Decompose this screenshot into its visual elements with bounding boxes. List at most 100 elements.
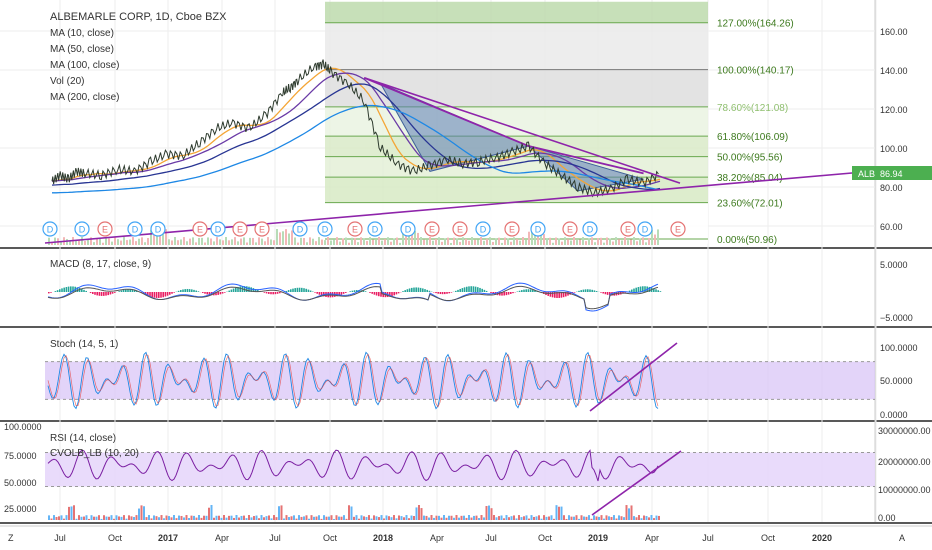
cvolb-bar (428, 517, 430, 520)
cvolb-bar (340, 516, 343, 520)
symbol-tag: ALB (858, 169, 875, 179)
cvolb-bar (273, 515, 275, 520)
volume-bar (594, 242, 596, 245)
volume-bar (639, 238, 641, 245)
cvolb-tick: 20000000.00 (878, 457, 931, 467)
dividend-marker: D (127, 221, 143, 237)
macd-histogram-bar (402, 291, 404, 292)
macd-histogram-bar (48, 292, 50, 294)
macd-histogram-bar (463, 287, 466, 292)
cvolb-bar (548, 516, 550, 520)
cvolb-bar (223, 515, 225, 520)
volume-bar (90, 237, 92, 245)
stoch-panel: 100.0000 50.0000 0.0000 (45, 342, 918, 420)
macd-histogram-bar (318, 292, 321, 295)
macd-tick: −5.0000 (880, 313, 913, 323)
volume-bar (207, 237, 209, 245)
cvolb-bar (450, 515, 453, 520)
macd-histogram-bar (435, 292, 437, 294)
dividend-marker: D (150, 221, 166, 237)
volume-bar (282, 231, 284, 245)
volume-bar (396, 237, 398, 245)
marker-circle (582, 221, 598, 237)
cvolb-bar (63, 518, 65, 520)
cvolb-bar (328, 516, 330, 520)
cvolb-bar (123, 515, 125, 520)
macd-histogram-bar (65, 286, 68, 292)
volume-bar (402, 229, 404, 245)
macd-histogram-bar (314, 292, 316, 293)
cvolb-bar (303, 516, 305, 520)
macd-histogram-bar (305, 288, 307, 292)
volume-bar (627, 240, 629, 245)
cvolb-bar (150, 518, 153, 520)
cvolb-bar (263, 517, 265, 520)
cvolb-bar (180, 515, 183, 520)
stoch-k-line (47, 351, 659, 410)
cvolb-bar (495, 517, 498, 520)
macd-histogram-bar (351, 290, 354, 292)
macd-histogram-bar (103, 292, 105, 296)
macd-histogram-bar (105, 292, 107, 296)
cvolb-bar (433, 517, 435, 520)
cvolb-bar (358, 518, 360, 520)
volume-bar (303, 237, 305, 245)
cvolb-bar (540, 518, 543, 520)
time-tick: 2017 (158, 533, 178, 543)
volume-bar (342, 238, 344, 245)
cvolb-bar (320, 518, 323, 520)
volume-bar (51, 242, 53, 245)
harmonic-pattern[interactable] (363, 76, 644, 192)
cvolb-bar (545, 516, 548, 520)
volume-bar (225, 237, 227, 245)
macd-histogram-bar (459, 288, 461, 292)
indicator-ma10-label: MA (10, close) (50, 28, 114, 39)
macd-histogram-bar (316, 292, 318, 294)
time-tick: Oct (538, 533, 553, 543)
cvolb-bar (285, 515, 288, 520)
volume-bar (93, 242, 95, 245)
cvolb-bar (643, 515, 645, 520)
macd-histogram-bar (657, 290, 659, 292)
cvolb-bar (80, 516, 83, 520)
fib-level-label: 61.80%(106.09) (717, 132, 788, 143)
cvolb-bar (553, 518, 555, 520)
volume-bar (153, 234, 155, 245)
volume-bar (438, 237, 440, 245)
price-tick: 140.00 (880, 66, 908, 76)
cvolb-bar (400, 516, 403, 520)
volume-bar (417, 232, 419, 245)
volume-bar (375, 240, 377, 245)
volume-bar (213, 241, 215, 245)
rsi-tick: 75.0000 (4, 451, 37, 461)
macd-histogram-bar (296, 287, 299, 292)
volume-bar (138, 238, 140, 245)
macd-histogram-bar (477, 287, 479, 292)
volume-bar (243, 237, 245, 245)
marker-circle (530, 221, 546, 237)
cvolb-bar (243, 515, 245, 520)
cvolb-bar (473, 515, 475, 520)
trendlines[interactable] (44, 77, 876, 244)
macd-panel: 5.0000 −5.0000 (47, 260, 913, 323)
volume-bar (555, 237, 557, 245)
macd-label: MACD (8, 17, close, 9) (50, 259, 151, 270)
cvolb-bar (555, 505, 558, 520)
macd-histogram-bar (404, 290, 406, 292)
macd-histogram-bar (653, 288, 655, 292)
cvolb-bar (295, 518, 298, 520)
cvolb-bar (280, 505, 283, 520)
volume-bar (435, 239, 437, 245)
cvolb-bar (533, 516, 535, 520)
macd-histogram-bar (215, 292, 217, 296)
time-tick: Oct (323, 533, 338, 543)
macd-histogram-bar (589, 289, 591, 292)
macd-histogram-bar (254, 289, 257, 292)
volume-bar (165, 229, 167, 245)
macd-histogram-bar (250, 287, 252, 292)
marker-letter: E (509, 225, 515, 235)
marker-letter: E (567, 225, 573, 235)
macd-histogram-bar (455, 290, 457, 292)
volume-bar (474, 239, 476, 245)
